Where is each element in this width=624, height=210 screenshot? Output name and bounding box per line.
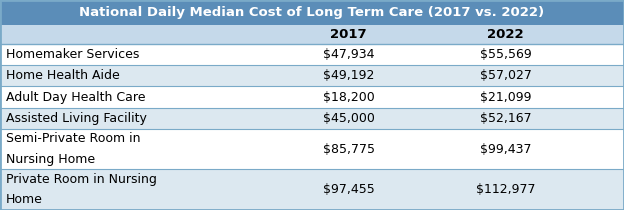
Bar (0, 108, 624, 129)
Text: $18,200: $18,200 (323, 91, 374, 104)
Text: $57,027: $57,027 (480, 69, 532, 82)
Text: Adult Day Health Care: Adult Day Health Care (6, 91, 145, 104)
Text: $52,167: $52,167 (480, 112, 531, 125)
Bar (0, 44, 624, 65)
Text: Home: Home (6, 193, 43, 206)
Text: $99,437: $99,437 (480, 143, 531, 156)
Text: $21,099: $21,099 (480, 91, 531, 104)
Bar (0, 169, 624, 210)
Text: $97,455: $97,455 (323, 183, 374, 196)
Text: 2017: 2017 (330, 28, 367, 41)
Text: $55,569: $55,569 (480, 48, 532, 61)
Text: Assisted Living Facility: Assisted Living Facility (6, 112, 147, 125)
Text: 2022: 2022 (487, 28, 524, 41)
Text: Nursing Home: Nursing Home (6, 153, 95, 166)
Bar (0, 87, 624, 108)
Text: $45,000: $45,000 (323, 112, 374, 125)
Bar (0, 129, 624, 169)
Text: $112,977: $112,977 (475, 183, 535, 196)
Text: Homemaker Services: Homemaker Services (6, 48, 139, 61)
Bar (0, 0, 624, 25)
Bar (0, 25, 624, 44)
Text: $47,934: $47,934 (323, 48, 374, 61)
Text: Private Room in Nursing: Private Room in Nursing (6, 173, 157, 186)
Text: $49,192: $49,192 (323, 69, 374, 82)
Bar (0, 65, 624, 87)
Text: Semi-Private Room in: Semi-Private Room in (6, 133, 140, 146)
Text: Home Health Aide: Home Health Aide (6, 69, 120, 82)
Text: National Daily Median Cost of Long Term Care (2017 vs. 2022): National Daily Median Cost of Long Term … (79, 6, 545, 19)
Text: $85,775: $85,775 (323, 143, 374, 156)
